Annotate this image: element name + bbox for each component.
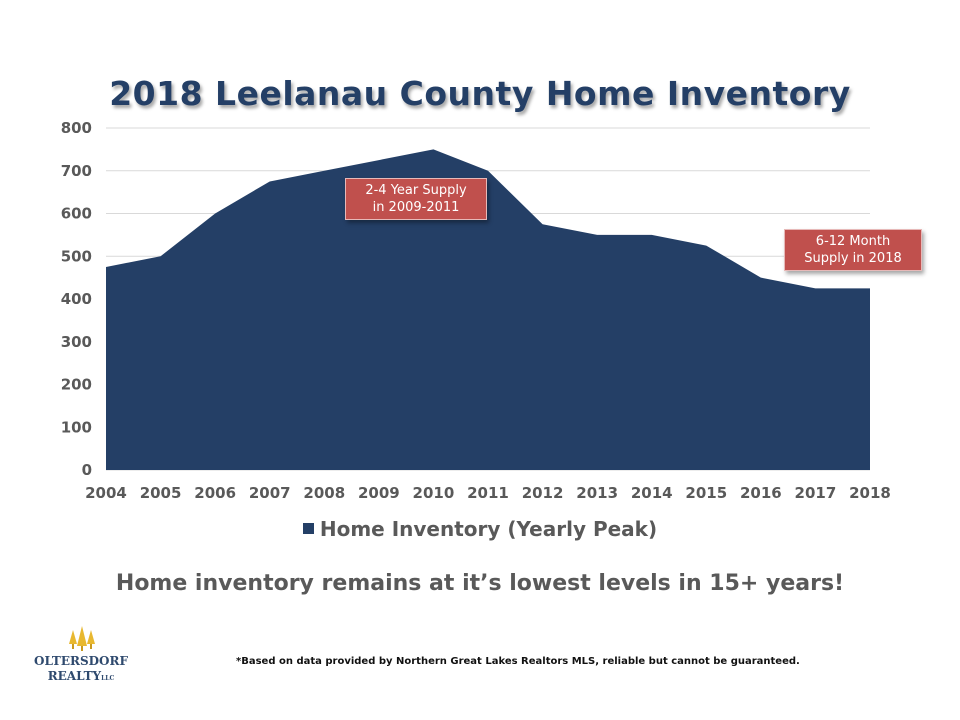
x-tick-label: 2008 [303,484,345,502]
annotation-line: in 2009-2011 [372,200,460,215]
legend-label: Home Inventory (Yearly Peak) [319,517,658,541]
x-tick-label: 2015 [685,484,727,502]
y-tick-label: 700 [61,162,92,180]
y-tick-label: 600 [61,205,92,223]
company-logo: OLTERSDORF REALTYLLC [26,626,136,686]
y-tick-label: 800 [61,119,92,137]
y-tick-label: 400 [61,290,92,308]
logo-text: OLTERSDORF [34,654,128,668]
annotation-2018: 6-12 Month Supply in 2018 [784,229,922,271]
x-axis-ticks: 2004 2005 2006 2007 2008 2009 2010 2011 2012 2013… [85,484,891,502]
x-tick-label: 2016 [740,484,782,502]
pine-trees-icon [69,626,95,651]
x-tick-label: 2013 [576,484,618,502]
x-tick-label: 2005 [140,484,182,502]
x-tick-label: 2009 [358,484,400,502]
y-tick-label: 200 [61,376,92,394]
y-axis-ticks: 0 100 200 300 400 500 600 700 800 [61,119,92,479]
annotation-2009-2011: 2-4 Year Supply in 2009-2011 [345,178,487,220]
legend: Home Inventory (Yearly Peak) [0,517,960,541]
tagline: Home inventory remains at it’s lowest le… [115,571,845,596]
y-tick-label: 100 [61,418,92,436]
legend-swatch [302,523,314,534]
annotation-line: Supply in 2018 [804,251,902,266]
y-tick-label: 500 [61,247,92,265]
x-tick-label: 2010 [413,484,455,502]
annotation-line: 2-4 Year Supply [365,183,467,198]
logo-text: REALTYLLC [47,669,115,683]
x-tick-label: 2007 [249,484,291,502]
x-tick-label: 2012 [522,484,564,502]
area-series-home-inventory [106,149,870,470]
x-tick-label: 2004 [85,484,127,502]
footnote: *Based on data provided by Northern Grea… [236,656,800,667]
x-tick-label: 2006 [194,484,236,502]
chart-title: 2018 Leelanau County Home Inventory [109,74,851,113]
annotation-line: 6-12 Month [815,234,891,249]
y-tick-label: 300 [61,333,92,351]
x-tick-label: 2011 [467,484,509,502]
x-tick-label: 2014 [631,484,673,502]
y-tick-label: 0 [82,461,92,479]
x-tick-label: 2017 [795,484,837,502]
x-tick-label: 2018 [849,484,891,502]
